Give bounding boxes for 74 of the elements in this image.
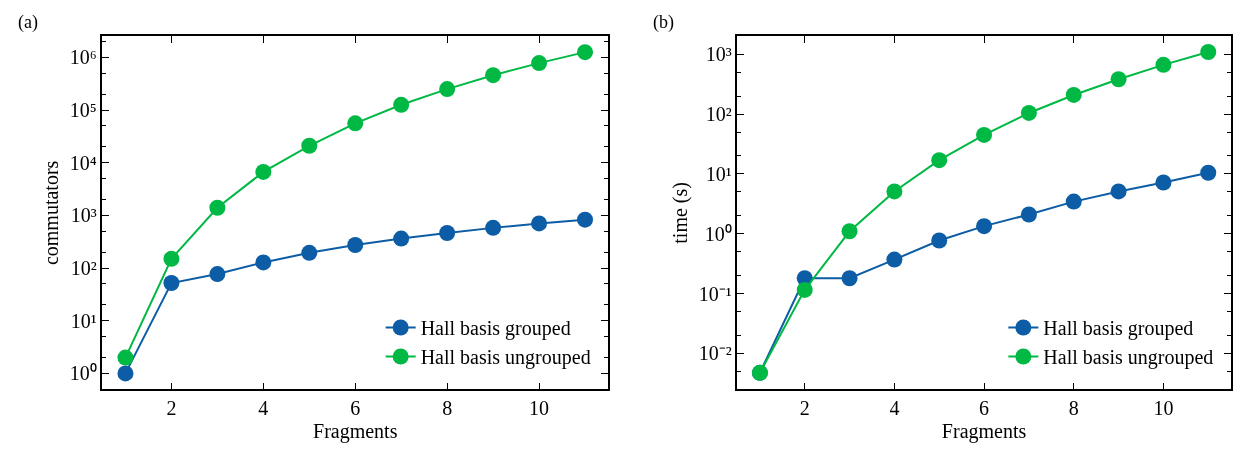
point [1155, 174, 1172, 191]
point [347, 115, 364, 132]
point [485, 219, 502, 236]
point [485, 67, 502, 84]
x-tick-label: 10 [1153, 397, 1174, 420]
y-tick-label: 10³ [705, 43, 732, 66]
legend-label: Hall basis grouped [1043, 317, 1194, 341]
y-tick-label: 10⁶ [69, 46, 97, 69]
point [976, 126, 993, 143]
point [1200, 43, 1217, 60]
point [577, 44, 594, 61]
y-tick-label: 10¹ [70, 309, 97, 332]
point [1020, 206, 1037, 223]
y-axis-title: commutators [39, 160, 62, 266]
x-tick-label: 8 [1068, 397, 1079, 420]
legend-label: Hall basis grouped [420, 317, 571, 341]
point [796, 281, 813, 298]
point [886, 183, 903, 200]
point [531, 215, 548, 232]
x-tick-label: 4 [258, 397, 269, 420]
x-axis-title: Fragments [941, 420, 1027, 444]
point [1065, 193, 1082, 210]
chart-title: (b) [653, 12, 674, 33]
legend-label: Hall basis ungrouped [420, 346, 591, 370]
x-tick-label: 2 [799, 397, 810, 420]
y-tick-label: 10³ [70, 204, 97, 227]
y-tick-label: 10⁻¹ [698, 282, 732, 305]
point [1020, 104, 1037, 121]
point [163, 275, 180, 292]
point [531, 55, 548, 72]
y-tick-label: 10² [70, 257, 97, 280]
point [117, 349, 134, 366]
point [976, 218, 993, 235]
y-tick-label: 10⁰ [69, 362, 97, 385]
point [841, 270, 858, 287]
point [209, 199, 226, 216]
x-axis-title: Fragments [313, 420, 398, 444]
x-tick-label: 6 [979, 397, 990, 420]
point [1200, 164, 1217, 181]
point [931, 232, 948, 249]
point [1110, 183, 1127, 200]
point [1065, 86, 1082, 103]
x-tick-label: 6 [350, 397, 361, 420]
y-tick-label: 10⁻² [698, 342, 732, 365]
legend-label: Hall basis ungrouped [1043, 346, 1214, 370]
chart-title: (a) [18, 12, 38, 33]
point [301, 244, 318, 261]
point [439, 81, 456, 98]
y-tick-label: 10¹ [705, 162, 732, 185]
point [347, 237, 364, 254]
point [117, 365, 134, 382]
point [577, 211, 594, 228]
x-tick-label: 10 [529, 397, 550, 420]
x-tick-label: 2 [166, 397, 177, 420]
point [209, 266, 226, 283]
point [1155, 56, 1172, 73]
y-tick-label: 10⁰ [704, 222, 732, 245]
y-tick-label: 10⁴ [69, 151, 97, 174]
point [841, 223, 858, 240]
y-tick-label: 10⁵ [69, 99, 97, 122]
point [393, 96, 410, 113]
y-tick-label: 10² [705, 103, 732, 126]
y-axis-title: time (s) [668, 182, 692, 244]
point [301, 137, 318, 154]
point [163, 250, 180, 267]
point [931, 152, 948, 169]
point [1110, 71, 1127, 88]
point [393, 230, 410, 247]
x-tick-label: 8 [442, 397, 453, 420]
point [886, 251, 903, 268]
point [439, 224, 456, 241]
point [255, 163, 272, 180]
x-tick-label: 4 [889, 397, 900, 420]
point [255, 254, 272, 271]
